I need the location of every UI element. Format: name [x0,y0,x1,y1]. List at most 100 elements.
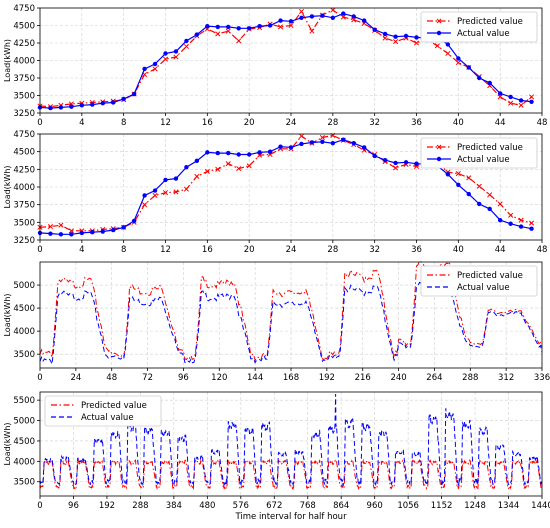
legend-label: Predicted value [457,17,523,27]
data-point-predicted [497,201,503,207]
series-line-actual [39,393,543,487]
data-point-actual [309,14,315,19]
data-point-actual [299,15,304,20]
data-point-actual [131,218,137,224]
data-point-actual [518,98,524,103]
axes-frame [39,391,543,497]
data-point-predicted [351,17,357,23]
y-tick-label: 3750 [13,201,35,211]
data-point-predicted [455,60,461,66]
data-point-actual [414,35,419,40]
x-tick-label: 384 [166,501,182,511]
x-tick-label: 24 [286,245,297,255]
x-tick-label: 1248 [464,501,486,511]
legend-marker [436,144,442,150]
x-tick-label: 144 [247,373,263,383]
data-point-actual [205,24,210,29]
legend-box [420,265,538,297]
legend: Predicted value Actual value [420,137,538,169]
x-tick-label: 4 [79,245,84,255]
x-tick-label: 192 [99,501,115,511]
data-point-predicted [288,22,294,29]
x-tick-label: 16 [202,118,213,128]
data-point-predicted [487,192,493,198]
data-point-actual [278,144,283,149]
data-point-actual [330,140,336,146]
x-tick-label: 1056 [397,501,419,511]
data-point-actual [288,145,294,150]
x-tick-label: 40 [453,118,464,128]
x-tick-label: 48 [106,373,117,383]
y-axis-label: Load(kWh) [3,165,12,208]
y-tick-label: 3500 [13,92,35,102]
data-point-actual [257,150,262,155]
x-tick-label: 48 [537,245,548,255]
data-point-predicted [183,43,189,50]
data-point-actual [497,91,503,96]
y-tick-label: 4500 [13,148,35,158]
data-point-predicted [204,168,210,175]
y-tick-label: 3250 [13,109,35,119]
data-point-actual [382,157,388,163]
data-point-predicted [476,183,482,189]
data-point-predicted [518,102,524,108]
data-point-predicted [162,56,169,62]
x-tick-label: 0 [37,245,42,255]
data-point-predicted [215,31,221,37]
data-point-actual [131,91,137,97]
x-tick-label: 240 [390,373,406,383]
data-point-actual [142,66,147,72]
y-axis-label: Load(kWh) [3,422,12,465]
y-tick-label: 4750 [13,130,35,140]
x-tick-label: 36 [411,118,422,128]
data-point-actual [267,23,273,28]
x-tick-label: 288 [132,501,148,511]
data-point-predicted [152,66,158,72]
data-point-actual [477,75,482,81]
data-point-actual [111,100,116,105]
x-tick-label: 120 [211,373,227,383]
data-point-actual [100,229,105,234]
x-tick-label: 36 [411,245,422,255]
x-tick-label: 32 [369,118,380,128]
data-point-actual [445,172,451,177]
data-point-actual [529,99,534,105]
data-point-predicted [183,186,189,192]
x-tick-label: 768 [300,501,316,511]
data-point-actual [152,188,158,193]
data-point-actual [351,140,356,146]
data-point-actual [173,49,179,54]
data-point-predicted [173,189,179,195]
legend-marker [436,30,442,36]
legend-box [420,137,538,169]
data-point-actual [257,24,262,29]
x-tick-label: 48 [537,118,548,128]
x-tick-label: 1344 [498,501,520,511]
chart-panel-2: 0 4 8 12 16 20 24 28 32 36 40 44 4832503500375040004… [3,130,547,255]
x-tick-label: 12 [160,245,171,255]
data-point-predicted [518,217,524,223]
data-point-actual [48,105,53,111]
data-point-predicted [298,133,305,139]
data-point-predicted [393,165,399,171]
data-point-predicted [434,43,440,49]
data-point-predicted [330,7,336,13]
data-point-actual [372,27,377,32]
y-axis-label: Load(kWh) [3,39,12,82]
y-tick-label: 3500 [13,218,35,228]
x-tick-label: 24 [286,118,297,128]
x-tick-label: 0 [37,501,42,511]
data-point-predicted [236,166,242,172]
data-point-actual [466,191,471,197]
data-point-actual [121,96,126,102]
x-tick-label: 20 [244,245,255,255]
y-tick-label: 3500 [13,350,35,360]
y-axis-label: Load(kWh) [3,293,12,336]
x-tick-label: 0 [37,373,42,383]
legend-marker [436,156,442,162]
x-tick-label: 32 [369,245,380,255]
x-tick-label: 480 [199,501,215,511]
data-point-actual [184,165,189,170]
data-point-predicted [47,224,54,230]
